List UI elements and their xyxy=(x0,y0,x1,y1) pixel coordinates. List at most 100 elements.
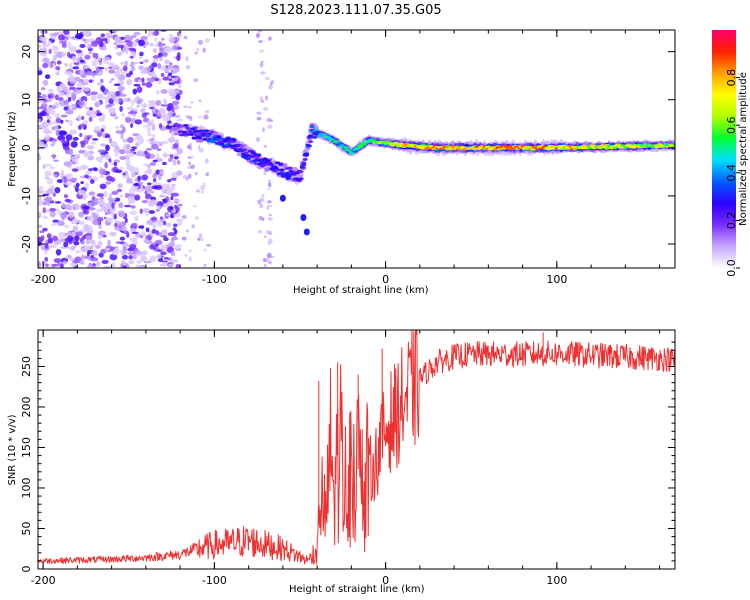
noise-speck xyxy=(134,215,139,222)
noise-speck xyxy=(263,263,267,268)
noise-speck xyxy=(149,244,156,250)
noise-speck xyxy=(81,165,89,170)
noise-speck xyxy=(58,40,63,44)
noise-speck xyxy=(160,235,167,238)
noise-speck xyxy=(122,265,127,268)
noise-speck xyxy=(48,48,52,54)
noise-speck xyxy=(86,265,92,268)
noise-speck xyxy=(38,140,43,147)
noise-speck xyxy=(89,206,95,211)
noise-speck xyxy=(157,41,163,48)
noise-speck xyxy=(169,136,176,141)
signal-cell xyxy=(175,127,181,130)
noise-speck xyxy=(109,253,118,261)
noise-speck xyxy=(38,212,42,216)
noise-speck xyxy=(128,255,134,260)
noise-speck xyxy=(88,51,93,55)
noise-speck xyxy=(83,209,90,215)
signal-cell xyxy=(336,141,342,145)
signal-cell xyxy=(181,130,188,134)
noise-speck xyxy=(80,181,84,185)
colorbar-tick-label: 0.0 xyxy=(725,259,738,277)
noise-speck xyxy=(46,98,53,103)
noise-speck xyxy=(102,96,107,100)
noise-speck xyxy=(261,60,264,63)
noise-speck xyxy=(58,231,65,239)
noise-speck xyxy=(141,82,146,86)
noise-speck xyxy=(158,123,163,129)
noise-speck xyxy=(129,210,138,216)
noise-speck xyxy=(75,33,83,40)
noise-speck xyxy=(115,125,119,130)
noise-speck xyxy=(70,93,77,100)
noise-speck xyxy=(91,265,97,268)
noise-speck xyxy=(54,125,59,131)
noise-speck xyxy=(139,235,143,239)
noise-speck xyxy=(65,134,73,141)
noise-speck xyxy=(172,105,180,110)
noise-speck xyxy=(157,62,162,70)
noise-speck xyxy=(128,188,135,195)
noise-speck xyxy=(167,103,174,109)
noise-speck xyxy=(137,175,141,182)
noise-speck xyxy=(268,230,272,236)
noise-speck xyxy=(197,237,201,241)
noise-speck xyxy=(62,30,70,35)
noise-speck xyxy=(143,238,150,244)
noise-speck xyxy=(113,161,117,167)
noise-speck xyxy=(44,74,51,80)
noise-speck xyxy=(151,228,157,234)
noise-speck xyxy=(160,251,167,256)
colorbar-tick-label: 0.6 xyxy=(725,116,738,134)
noise-speck xyxy=(268,179,271,182)
noise-speck xyxy=(108,69,116,74)
noise-speck xyxy=(171,183,176,187)
noise-speck xyxy=(264,95,269,101)
noise-speck xyxy=(77,100,85,106)
noise-speck xyxy=(156,249,163,252)
noise-speck xyxy=(172,227,177,231)
noise-speck xyxy=(136,104,140,108)
noise-speck xyxy=(182,174,188,180)
noise-speck xyxy=(127,136,134,143)
noise-speck xyxy=(68,62,73,69)
noise-speck xyxy=(81,38,87,41)
noise-speck xyxy=(256,32,260,38)
noise-speck xyxy=(98,61,103,66)
noise-speck xyxy=(168,111,173,119)
noise-speck xyxy=(145,193,152,200)
noise-speck xyxy=(50,143,55,147)
noise-speck xyxy=(104,153,110,160)
noise-speck xyxy=(260,71,266,75)
noise-speck xyxy=(38,112,45,117)
noise-speck xyxy=(93,111,98,114)
noise-speck xyxy=(192,205,198,208)
noise-speck xyxy=(43,122,51,126)
noise-speck xyxy=(41,94,47,100)
noise-speck xyxy=(104,32,113,37)
snr-x-tick-label: 100 xyxy=(546,574,567,587)
noise-speck xyxy=(156,254,162,259)
noise-speck xyxy=(124,154,131,161)
noise-speck xyxy=(62,86,68,93)
noise-speck xyxy=(124,116,132,124)
noise-speck xyxy=(82,151,91,158)
noise-speck xyxy=(100,85,106,92)
noise-speck xyxy=(113,83,121,87)
noise-speck xyxy=(46,119,51,123)
noise-speck xyxy=(68,211,75,219)
noise-speck xyxy=(152,159,158,163)
noise-speck xyxy=(57,97,64,102)
noise-speck xyxy=(109,231,117,237)
noise-speck xyxy=(121,126,126,134)
noise-speck xyxy=(73,62,80,65)
noise-speck xyxy=(99,168,107,176)
signal-cell xyxy=(265,166,271,172)
noise-speck xyxy=(122,172,126,176)
noise-speck xyxy=(120,113,125,117)
signal-cell xyxy=(484,145,490,149)
noise-speck xyxy=(79,132,83,138)
signal-cell xyxy=(194,129,200,133)
snr-y-tick-label: 250 xyxy=(20,356,33,377)
signal-cell xyxy=(183,124,189,127)
